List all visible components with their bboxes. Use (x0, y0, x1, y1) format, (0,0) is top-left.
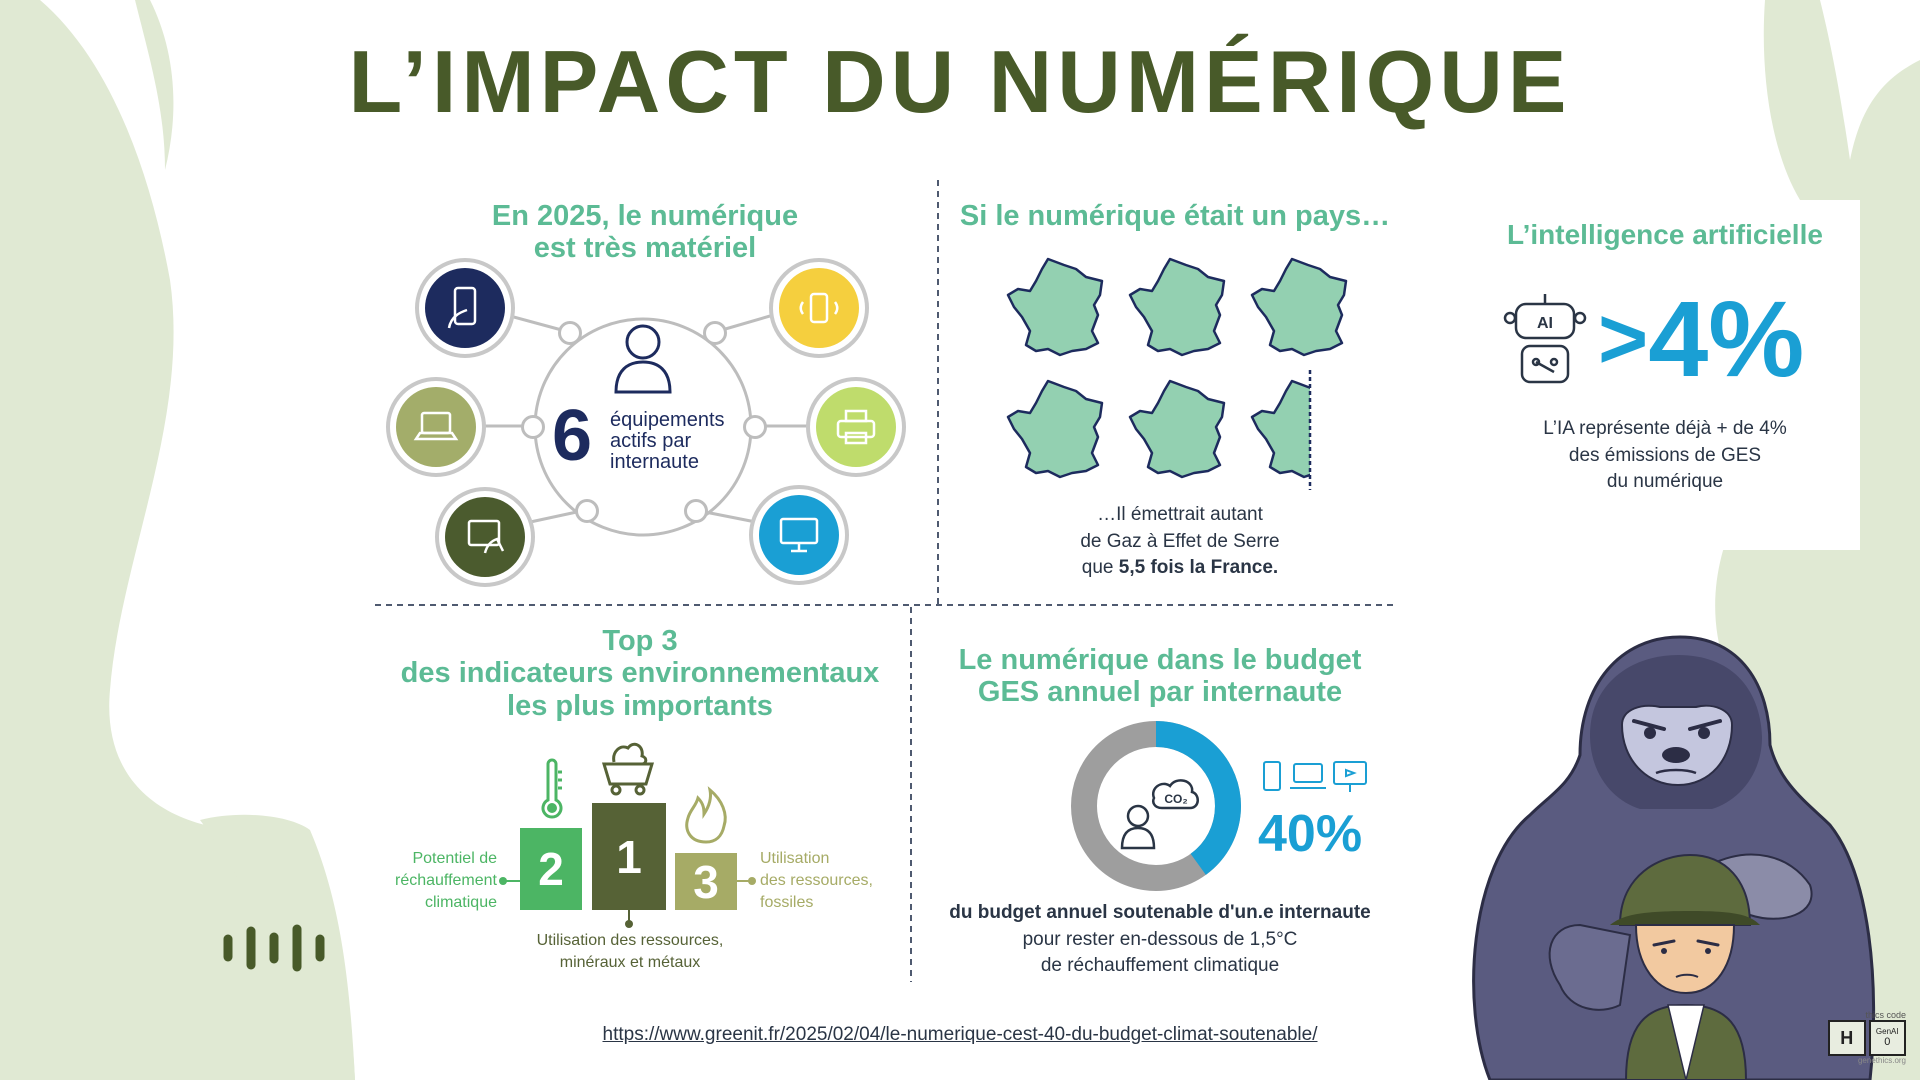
smartwatch-icon (799, 292, 839, 324)
tablet-icon (467, 519, 505, 554)
budget-donut: CO₂ (1071, 721, 1241, 891)
section2-title: Si le numérique était un pays… (959, 200, 1391, 232)
laptop-icon (413, 411, 459, 441)
robot-ai-text: AI (1537, 315, 1553, 332)
podium-bar-3: 3 (675, 853, 737, 910)
vertical-separator-bottom (910, 607, 912, 982)
badge-letter: H (1828, 1020, 1866, 1056)
network-node (521, 415, 545, 439)
smartwatch-device (769, 258, 869, 358)
page-title: L’IMPACT DU NUMÉRIQUE (348, 32, 1572, 131)
thermometer-icon (541, 758, 563, 819)
tablet-device (435, 487, 535, 587)
france-maps (1006, 257, 1348, 490)
horizontal-separator (375, 604, 1395, 606)
section1-title: En 2025, le numérique est très matériel (491, 200, 799, 265)
podium-label-left: Potentiel de réchauffement climatique (395, 850, 497, 912)
gorilla-illustration (1472, 635, 1876, 1080)
printer-device (806, 377, 906, 477)
network-node (684, 499, 708, 523)
budget-percent: 40% (1258, 805, 1363, 863)
section5-title: Le numérique dans le budget GES annuel p… (958, 644, 1362, 709)
laptop-device (386, 377, 486, 477)
donut-arc-40 (1071, 721, 1241, 891)
vertical-separator-top (937, 180, 939, 605)
network-node (703, 321, 727, 345)
devices-label: équipements actifs par internaute (610, 409, 725, 473)
podium-label-bottom: Utilisation des ressources, minéraux et … (536, 932, 724, 972)
co2-text: CO₂ (1164, 792, 1187, 806)
smartphone-device (415, 258, 515, 358)
device-mini-icons (1263, 761, 1367, 792)
smartphone-icon (447, 286, 477, 329)
monitor-device (749, 485, 849, 585)
section3-title: L’intelligence artificielle (1507, 219, 1823, 250)
source-link[interactable]: https://www.greenit.fr/2025/02/04/le-num… (602, 1024, 1318, 1045)
section5-text: du budget annuel soutenable d'un.e inter… (949, 902, 1371, 977)
network-node (558, 321, 582, 345)
podium-bar-1: 1 (592, 803, 666, 910)
ai-stat-prefix: > (1598, 291, 1649, 387)
badge-cell: GenAI 0 (1868, 1020, 1906, 1056)
monitor-icon (779, 517, 819, 553)
section3-text: L’IA représente déjà + de 4% des émissio… (1543, 418, 1787, 493)
section2-text: …Il émettrait autant de Gaz à Effet de S… (1080, 504, 1280, 579)
printer-icon (836, 409, 876, 445)
ethics-badge: thics code H GenAI 0 genethics.org (1828, 1010, 1906, 1065)
audio-waveform-icon (223, 924, 325, 972)
user-icon (614, 324, 672, 394)
network-node (575, 499, 599, 523)
mining-cart-icon (601, 742, 655, 796)
podium-label-right: Utilisation des ressources, fossiles (760, 850, 873, 912)
network-node (743, 415, 767, 439)
ai-stat-value: 4% (1648, 278, 1805, 399)
section4-title: Top 3 des indicateurs environnementaux l… (400, 625, 880, 722)
podium-bar-2: 2 (520, 828, 582, 910)
ai-stat: >4% (1598, 285, 1804, 393)
robot-icon: AI (1503, 294, 1587, 384)
devices-big-number: 6 (552, 396, 593, 476)
flame-icon (685, 786, 727, 844)
